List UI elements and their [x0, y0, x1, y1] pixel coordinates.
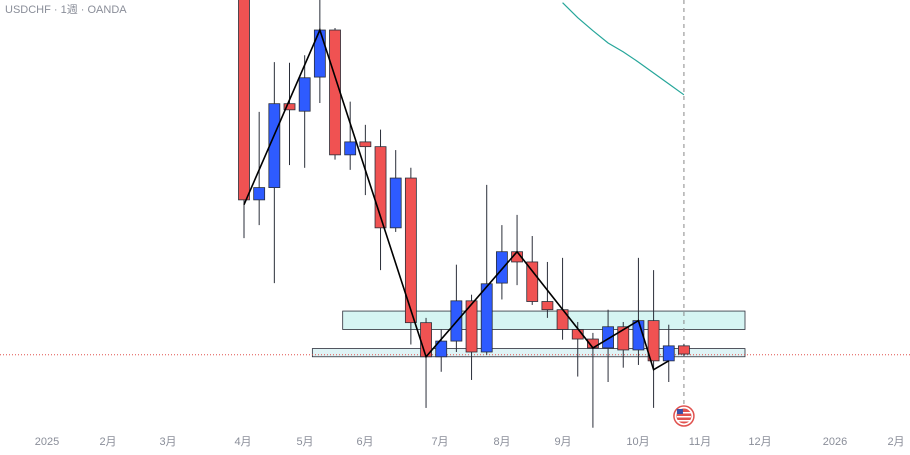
time-axis-label: 4月 [234, 436, 251, 448]
time-axis-label: 12月 [748, 436, 771, 448]
candle-body [541, 301, 554, 311]
candle-body [526, 261, 539, 302]
chart-title: USDCHF · 1週 · OANDA [5, 3, 127, 16]
candle-body [298, 77, 311, 112]
candle-body [602, 326, 614, 349]
event-flag [673, 405, 695, 427]
zigzag-line [243, 27, 670, 371]
flag-stripe [676, 420, 691, 422]
flag-stripe [676, 412, 691, 414]
candle-body [389, 177, 402, 229]
time-axis-label: 10月 [626, 436, 649, 448]
time-axis-label: 8月 [493, 436, 510, 448]
candle-body [374, 146, 387, 229]
time-axis-label: 9月 [554, 436, 571, 448]
candle-body [253, 187, 266, 201]
time-axis-label: 6月 [356, 436, 373, 448]
candle-body [404, 177, 417, 324]
candle-body [678, 345, 690, 355]
zone [311, 348, 746, 358]
flag-canton [676, 409, 683, 414]
candle-body [647, 320, 660, 362]
flag-stripe [676, 416, 691, 418]
candle-body [556, 309, 569, 330]
time-axis-label: 2025 [35, 436, 59, 448]
zone [342, 310, 746, 330]
candle-body [662, 345, 675, 362]
candle-body [435, 340, 448, 358]
candle-body [465, 300, 478, 353]
time-axis-label: 3月 [159, 436, 176, 448]
candle-body [329, 29, 341, 156]
time-axis-label: 2月 [887, 436, 904, 448]
moving-average-line [562, 2, 685, 96]
candle-body [238, 0, 250, 201]
candle-body [283, 103, 296, 111]
time-axis-label: 2026 [823, 436, 847, 448]
candle-body [480, 283, 493, 353]
candle-body [359, 141, 372, 148]
time-axis-label: 5月 [296, 436, 313, 448]
time-axis-label: 2月 [99, 436, 116, 448]
time-axis-label: 11月 [689, 436, 711, 448]
candle-body [495, 251, 508, 284]
candle-body [617, 326, 630, 351]
candle-body [344, 141, 357, 156]
time-axis-label: 7月 [431, 436, 448, 448]
